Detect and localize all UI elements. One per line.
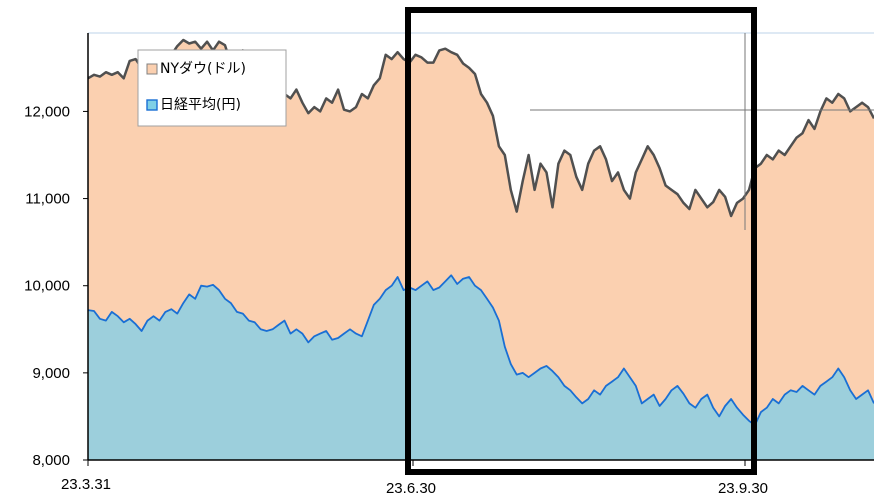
highlight-box bbox=[405, 7, 757, 475]
x-tick-label: 23.9.30 bbox=[718, 480, 768, 497]
y-tick-label: 9,000 bbox=[32, 365, 70, 382]
y-tick-label: 12,000 bbox=[24, 103, 70, 120]
legend-swatch-nikkei bbox=[146, 99, 158, 111]
legend: NYダウ(ドル) 日経平均(円) bbox=[137, 49, 287, 127]
y-tick-label: 10,000 bbox=[24, 278, 70, 295]
legend-label-ny: NYダウ(ドル) bbox=[160, 61, 246, 77]
x-tick-label: 23.3.31 bbox=[61, 476, 111, 493]
series-line-0 bbox=[87, 38, 874, 218]
y-tick-label: 11,000 bbox=[25, 191, 70, 208]
area-series bbox=[87, 33, 874, 460]
series-line-1 bbox=[87, 274, 874, 426]
legend-frame bbox=[137, 49, 287, 127]
legend-swatch-ny bbox=[146, 63, 158, 75]
y-tick-label: 8,000 bbox=[32, 452, 70, 469]
legend-label-nikkei: 日経平均(円) bbox=[160, 97, 241, 113]
x-tick-label: 23.6.30 bbox=[386, 480, 436, 497]
axes bbox=[87, 33, 874, 461]
tick-labels: 8,000 9,000 10,000 11,000 12,000 23.3.31 23.6.… bbox=[24, 103, 768, 497]
